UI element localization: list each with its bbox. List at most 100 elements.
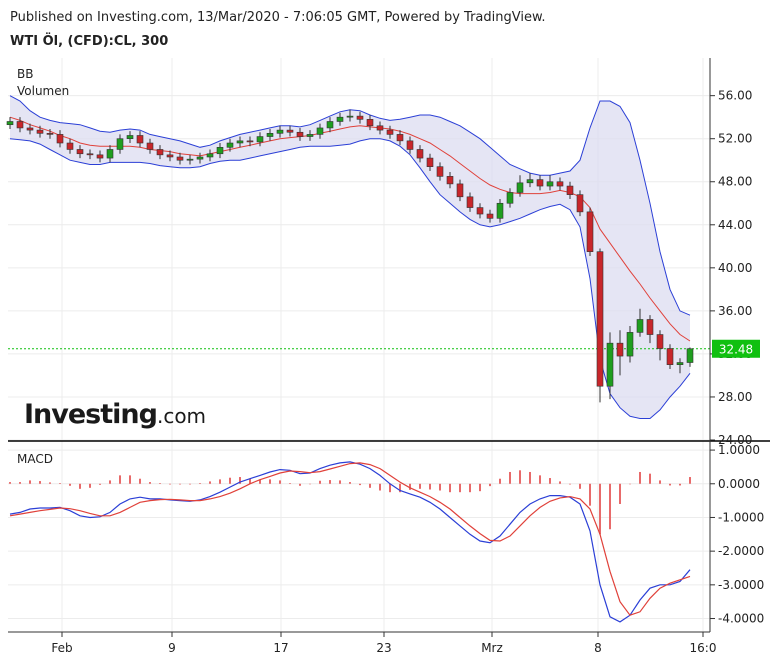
histogram-bar: [359, 483, 361, 486]
x-tick-label: 17: [273, 641, 288, 655]
histogram-bar: [179, 483, 181, 485]
candle-body: [146, 142, 154, 150]
histogram-bar: [499, 478, 501, 484]
y-tick-label: 52.00: [718, 132, 752, 146]
panel-label: BB: [17, 67, 33, 81]
histogram-bar: [169, 483, 171, 485]
candle-body: [186, 158, 194, 161]
macd-line: [9, 462, 691, 616]
histogram-bar: [669, 483, 671, 486]
histogram-bar: [89, 483, 91, 488]
last-price-box: [712, 339, 760, 358]
histogram-bar: [399, 483, 401, 493]
candle-body: [66, 142, 74, 150]
y-tick-label: 0.0000: [718, 477, 760, 491]
candle-body: [496, 202, 504, 219]
y-tick-label: -2.0000: [718, 544, 764, 558]
candle-body: [446, 176, 454, 185]
candle-body: [556, 181, 564, 187]
histogram-bar: [219, 479, 221, 484]
histogram-bar: [379, 483, 381, 491]
y-tick-label: 1.0000: [718, 443, 760, 457]
candle-body: [416, 149, 424, 159]
histogram-bar: [509, 471, 511, 484]
candle-body: [386, 129, 394, 135]
y-tick-label: 48.00: [718, 175, 752, 189]
candle-body: [126, 135, 134, 140]
histogram-bar: [469, 483, 471, 493]
histogram-bar: [319, 480, 321, 484]
candle-body: [676, 362, 684, 365]
histogram-bar: [369, 483, 371, 488]
candle-body: [16, 121, 24, 129]
y-tick-label: -1.0000: [718, 510, 764, 524]
histogram-bar: [539, 475, 541, 484]
histogram-bar: [229, 477, 231, 484]
candle-body: [586, 211, 594, 252]
candle-body: [96, 154, 104, 159]
histogram-bar: [339, 480, 341, 484]
x-tick-label: 9: [168, 641, 176, 655]
histogram-bar: [489, 483, 491, 487]
y-tick-label: 24.00: [718, 433, 752, 447]
histogram-bar: [579, 483, 581, 489]
candle-body: [646, 319, 654, 335]
macd-label: MACD: [17, 452, 53, 466]
logo-name: Investing: [24, 399, 157, 430]
histogram-bar: [689, 477, 691, 484]
histogram-bar: [429, 483, 431, 490]
histogram-bar: [329, 480, 331, 484]
candle-body: [26, 127, 34, 131]
candle-body: [596, 251, 604, 387]
y-tick-label: 36.00: [718, 304, 752, 318]
histogram-bar: [589, 483, 591, 506]
candle-body: [366, 119, 374, 127]
y-tick-label: -3.0000: [718, 578, 764, 592]
candle-body: [536, 179, 544, 187]
grid: [8, 58, 710, 632]
histogram-bar: [49, 482, 51, 484]
histogram-bar: [39, 481, 41, 484]
band-middle: [9, 116, 691, 342]
candle-body: [56, 134, 64, 144]
y-tick-label: 40.00: [718, 261, 752, 275]
histogram-bar: [199, 483, 201, 484]
candle-body: [566, 185, 574, 195]
x-tick-label: Feb: [51, 641, 72, 655]
last-price-label: 32.48: [719, 342, 753, 356]
candle-body: [526, 179, 534, 184]
histogram-bar: [29, 480, 31, 484]
y-tick-label: -4.0000: [718, 612, 764, 626]
candle-body: [176, 156, 184, 161]
candle-body: [236, 140, 244, 144]
histogram-bar: [149, 482, 151, 484]
candle-body: [46, 133, 54, 135]
histogram-bar: [109, 480, 111, 484]
histogram-bar: [139, 478, 141, 484]
histogram-bar: [79, 483, 81, 489]
candle-body: [626, 332, 634, 357]
candle-body: [106, 149, 114, 159]
logo-suffix: .com: [157, 404, 206, 428]
histogram-bar: [239, 477, 241, 484]
candle-body: [266, 133, 274, 137]
candle-body: [196, 156, 204, 160]
histogram-bar: [559, 481, 561, 484]
candle-body: [516, 182, 524, 193]
histogram-bar: [619, 483, 621, 504]
candle-body: [256, 136, 264, 143]
candle-body: [136, 135, 144, 144]
candle-body: [456, 183, 464, 198]
histogram-bar: [99, 483, 101, 485]
histogram-bar: [649, 473, 651, 484]
candle-body: [426, 157, 434, 167]
histogram-bar: [639, 471, 641, 484]
histogram-bar: [19, 482, 21, 484]
candle-body: [406, 140, 414, 150]
histogram-bar: [569, 483, 571, 485]
histogram-bar: [159, 483, 161, 484]
histogram-bar: [439, 483, 441, 491]
candle-body: [36, 129, 44, 134]
